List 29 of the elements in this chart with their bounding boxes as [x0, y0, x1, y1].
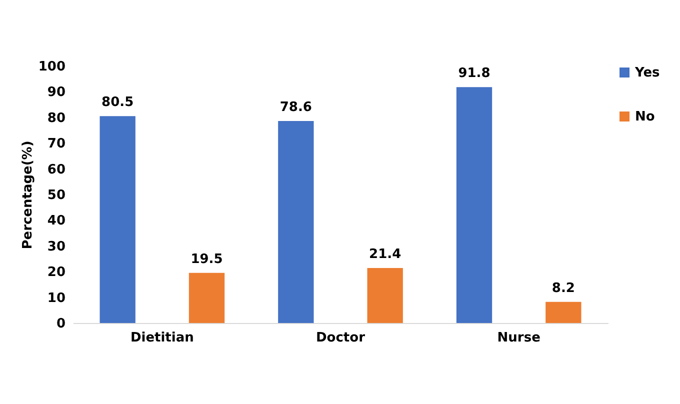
y-tick-label: 0 — [56, 316, 66, 332]
bar — [188, 272, 225, 323]
x-tick-label: Nurse — [497, 330, 541, 346]
y-tick-label: 90 — [47, 85, 66, 100]
bar — [367, 268, 403, 323]
legend-label: Yes — [634, 66, 660, 80]
bar — [100, 116, 136, 323]
y-tick-label: 80 — [47, 110, 66, 126]
data-label: 80.5 — [102, 95, 134, 110]
y-tick-label: 20 — [47, 265, 66, 280]
y-tick-label: 50 — [47, 188, 66, 203]
x-tick-label: Dietitian — [130, 330, 194, 346]
y-tick-label: 70 — [47, 136, 66, 152]
y-tick-label: 100 — [38, 60, 66, 74]
y-tick-label: 30 — [47, 239, 66, 254]
bar — [546, 302, 582, 323]
data-label: 21.4 — [369, 247, 402, 262]
bar — [278, 121, 314, 323]
y-axis-title: Percentage(%) — [20, 140, 36, 250]
y-tick-label: 60 — [47, 162, 66, 178]
y-tick-label: 10 — [47, 290, 66, 306]
data-label: 8.2 — [552, 280, 575, 296]
data-label: 19.5 — [190, 252, 223, 267]
bar — [456, 87, 492, 323]
legend-label: No — [635, 110, 655, 124]
data-label: 91.8 — [458, 66, 490, 82]
data-label: 78.6 — [280, 100, 312, 115]
x-tick-label: Doctor — [316, 330, 366, 346]
y-tick-label: 40 — [47, 214, 66, 229]
